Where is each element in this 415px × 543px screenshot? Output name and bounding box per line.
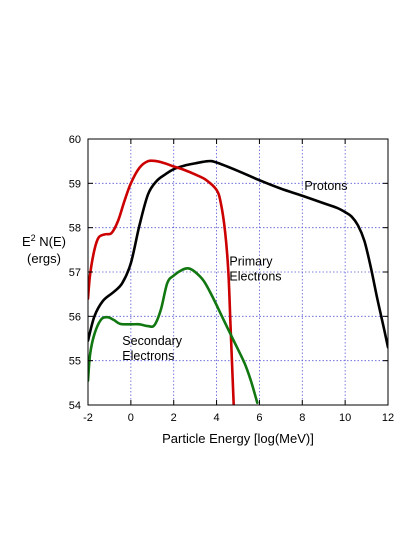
- x-tick-label: 12: [382, 412, 394, 424]
- series-line-secondary-electrons: [88, 267, 259, 405]
- annotation-line: Protons: [304, 179, 347, 193]
- x-tick-label: -2: [83, 412, 93, 424]
- series-line-primary-electrons: [88, 159, 236, 405]
- y-axis-label-sup: 2: [31, 233, 36, 243]
- x-tick-label: 10: [339, 412, 351, 424]
- y-axis-label-rest: N(E): [36, 234, 66, 249]
- y-tick-label: 56: [69, 311, 81, 323]
- grid: [88, 139, 388, 405]
- y-tick-label: 55: [69, 356, 81, 368]
- x-tick-label: 4: [214, 412, 220, 424]
- y-tick-label: 57: [69, 267, 81, 279]
- series-line-protons: [88, 159, 388, 349]
- y-tick-label: 58: [69, 223, 81, 235]
- y-axis-label-e: E: [22, 234, 31, 249]
- y-axis-unit: (ergs): [27, 251, 61, 266]
- x-tick-label: 0: [128, 412, 134, 424]
- y-tick-label: 54: [69, 400, 81, 412]
- series-group: [88, 159, 388, 405]
- annotation-line: Primary: [229, 254, 273, 268]
- x-tick-label: 8: [299, 412, 305, 424]
- x-tick-label: 6: [256, 412, 262, 424]
- y-tick-label: 59: [69, 178, 81, 190]
- x-axis-label: Particle Energy [log(MeV)]: [162, 431, 314, 446]
- annotation-secondary-electrons: Secondary Electrons: [122, 334, 183, 363]
- annotation-protons: Protons: [304, 179, 347, 193]
- y-axis-label: E2 N(E): [22, 233, 66, 249]
- annotation-line: Secondary: [122, 334, 183, 348]
- annotation-primary-electrons: Primary Electrons: [229, 254, 281, 283]
- annotation-line: Electrons: [122, 349, 174, 363]
- annotation-line: Electrons: [229, 269, 281, 283]
- ticks: -2 0 2 4 6 8 10 12 54 55 56 57 58 59 60: [69, 134, 394, 424]
- y-tick-label: 60: [69, 134, 81, 146]
- x-tick-label: 2: [171, 412, 177, 424]
